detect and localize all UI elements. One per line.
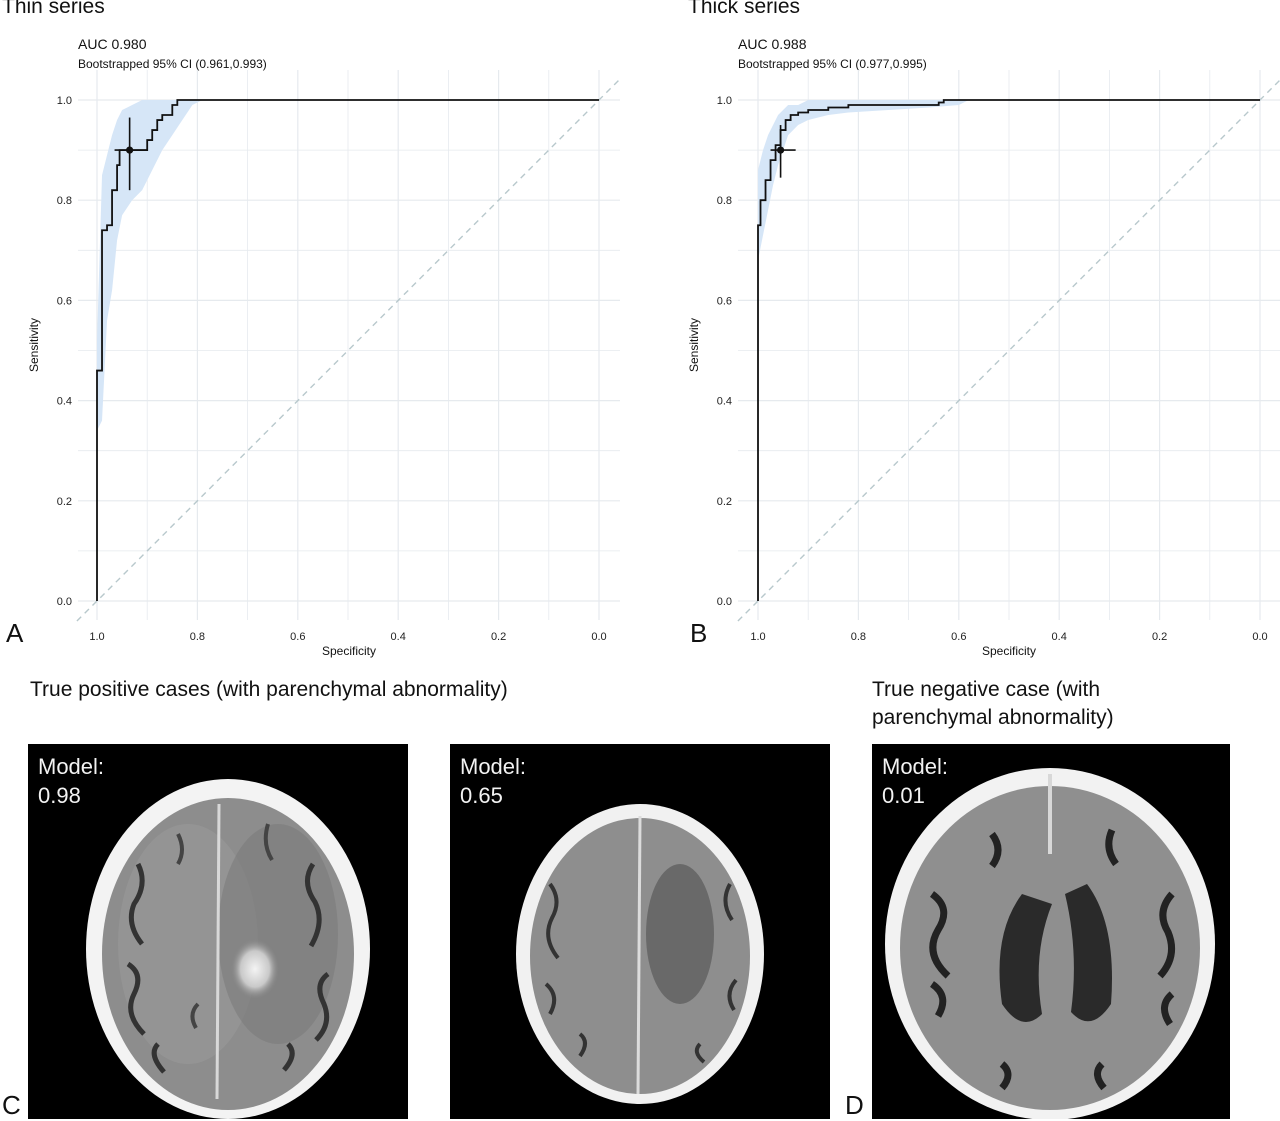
chart-a-diagonal-line [76,79,620,622]
panel-letter-c: C [2,1090,21,1120]
chart-b-ci-band [758,100,969,261]
ct-scan-image-3: Model: 0.01 [872,744,1230,1119]
brain-ct-3 [885,768,1215,1119]
chart-a-y-tick-label: 0.2 [57,496,72,508]
model-label-2: Model: [460,754,527,779]
ct-scan-image-2: Model: 0.65 [450,744,830,1119]
model-score-label-3: Model: 0.01 [882,752,948,810]
roc-chart-b: 0.0 0.2 0.4 0.6 0.8 1.0 1.0 0.8 0.6 0.4 0.2 0.0 Spec… [687,70,1280,658]
model-score-3: 0.01 [882,783,925,808]
panel-letter-b: B [690,618,708,648]
panel-a-title: Thin series [2,0,105,18]
model-label-1: Model: [38,754,105,779]
roc-chart-a: 0.0 0.2 0.4 0.6 0.8 1.0 1.0 0.8 0.6 0.4 0.2 0.0 Spec… [27,70,620,658]
chart-a-x-tick-label: 0.6 [290,631,305,643]
chart-a-y-tick-label: 0.4 [57,396,72,408]
panel-a-auc: AUC 0.980 [78,36,147,52]
chart-a-operating-point [126,146,134,154]
chart-a-x-tick-label: 0.8 [190,631,205,643]
model-score-1: 0.98 [38,783,81,808]
chart-b-x-tick-label: 0.0 [1252,631,1267,643]
chart-b-y-tick-label: 0.0 [717,596,732,608]
chart-b-operating-point [776,146,785,154]
chart-b-diagonal-line [737,79,1280,622]
chart-b-y-axis-label: Sensitivity [687,318,701,372]
ct-scan-image-1: Model: 0.98 [28,744,408,1119]
chart-b-x-tick-label: 1.0 [750,631,765,643]
chart-b-y-tick-label: 1.0 [717,95,732,107]
brain-ct-1 [86,779,370,1119]
chart-a-y-tick-label: 0.8 [57,195,72,207]
chart-b-x-tick-label: 0.6 [951,631,966,643]
chart-a-y-tick-label: 1.0 [57,95,72,107]
chart-a-x-tick-label: 1.0 [89,631,104,643]
panel-b-ci: Bootstrapped 95% CI (0.977,0.995) [738,57,927,71]
chart-b-x-axis-label: Specificity [982,644,1036,658]
chart-a-y-tick-label: 0.0 [57,596,72,608]
chart-a-x-tick-label: 0.4 [391,631,406,643]
model-label-3: Model: [882,754,949,779]
chart-b-x-tick-label: 0.8 [851,631,866,643]
chart-a-y-axis-label: Sensitivity [27,318,41,372]
chart-b-y-tick-label: 0.8 [717,195,732,207]
model-score-label-1: Model: 0.98 [38,752,104,810]
chart-b-roc-curve [757,99,1260,601]
panel-b-auc: AUC 0.988 [738,36,807,52]
chart-b-y-tick-label: 0.4 [717,396,732,408]
chart-b-x-tick-label: 0.2 [1152,631,1167,643]
true-negative-title-line1: True negative case (with [872,678,1100,701]
chart-a-y-tick-label: 0.6 [57,295,72,307]
chart-a-x-tick-label: 0.2 [491,631,506,643]
model-score-2: 0.65 [460,783,503,808]
panel-letter-d: D [845,1090,864,1120]
brain-ct-2 [516,804,764,1104]
true-positive-title: True positive cases (with parenchymal ab… [30,678,508,701]
panel-b-title: Thick series [688,0,801,18]
chart-a-ci-band [97,100,203,431]
chart-b-y-tick-label: 0.6 [717,295,732,307]
chart-b-y-tick-label: 0.2 [717,496,732,508]
chart-a-x-axis-label: Specificity [322,644,376,658]
panel-letter-a: A [6,618,24,648]
model-score-label-2: Model: 0.65 [460,752,526,810]
true-negative-title-line2: parenchymal abnormality) [872,706,1114,729]
panel-a-ci: Bootstrapped 95% CI (0.961,0.993) [78,57,267,71]
chart-b-x-tick-label: 0.4 [1052,631,1067,643]
chart-a-x-tick-label: 0.0 [591,631,606,643]
